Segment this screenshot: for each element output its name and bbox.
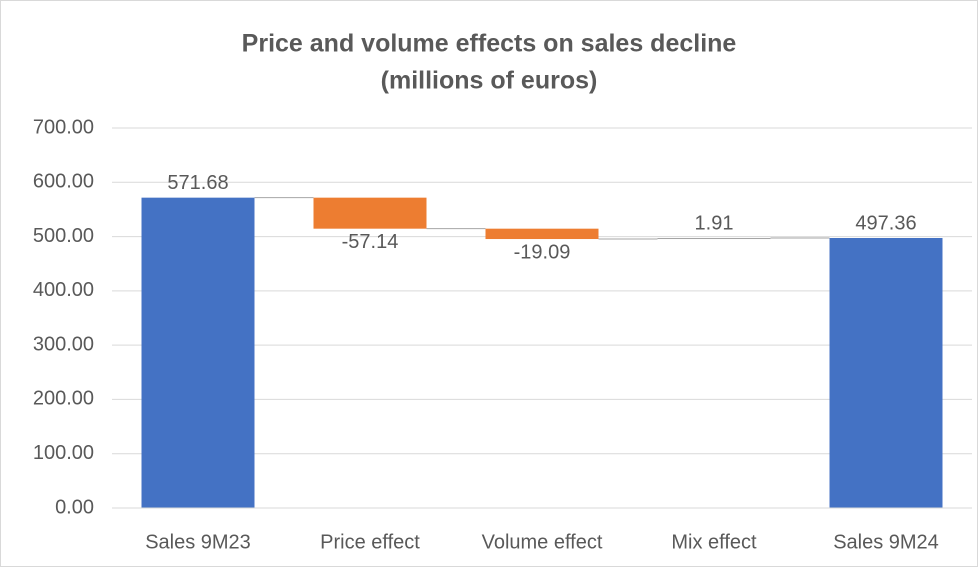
bar [141, 197, 255, 508]
x-tick-label: Sales 9M23 [145, 531, 251, 553]
x-tick-label: Volume effect [482, 531, 603, 553]
data-label: -57.14 [342, 231, 399, 253]
bar [313, 197, 427, 229]
y-tick-label: 200.00 [33, 388, 94, 410]
bar [829, 238, 943, 508]
y-tick-label: 700.00 [33, 116, 94, 138]
y-tick-label: 300.00 [33, 333, 94, 355]
data-label: -19.09 [514, 241, 571, 263]
y-tick-label: 500.00 [33, 225, 94, 247]
y-tick-label: 600.00 [33, 171, 94, 193]
y-tick-label: 400.00 [33, 279, 94, 301]
data-label: 497.36 [855, 212, 916, 234]
y-tick-label: 0.00 [55, 496, 94, 518]
bar [485, 228, 599, 240]
chart-title: Price and volume effects on sales declin… [242, 30, 737, 58]
chart-subtitle: (millions of euros) [381, 67, 598, 95]
bar [657, 238, 771, 240]
x-tick-label: Sales 9M24 [833, 531, 939, 553]
data-label: 1.91 [695, 212, 734, 234]
x-tick-label: Mix effect [671, 531, 757, 553]
x-tick-label: Price effect [320, 531, 420, 553]
y-tick-label: 100.00 [33, 442, 94, 464]
data-label: 571.68 [167, 172, 228, 194]
